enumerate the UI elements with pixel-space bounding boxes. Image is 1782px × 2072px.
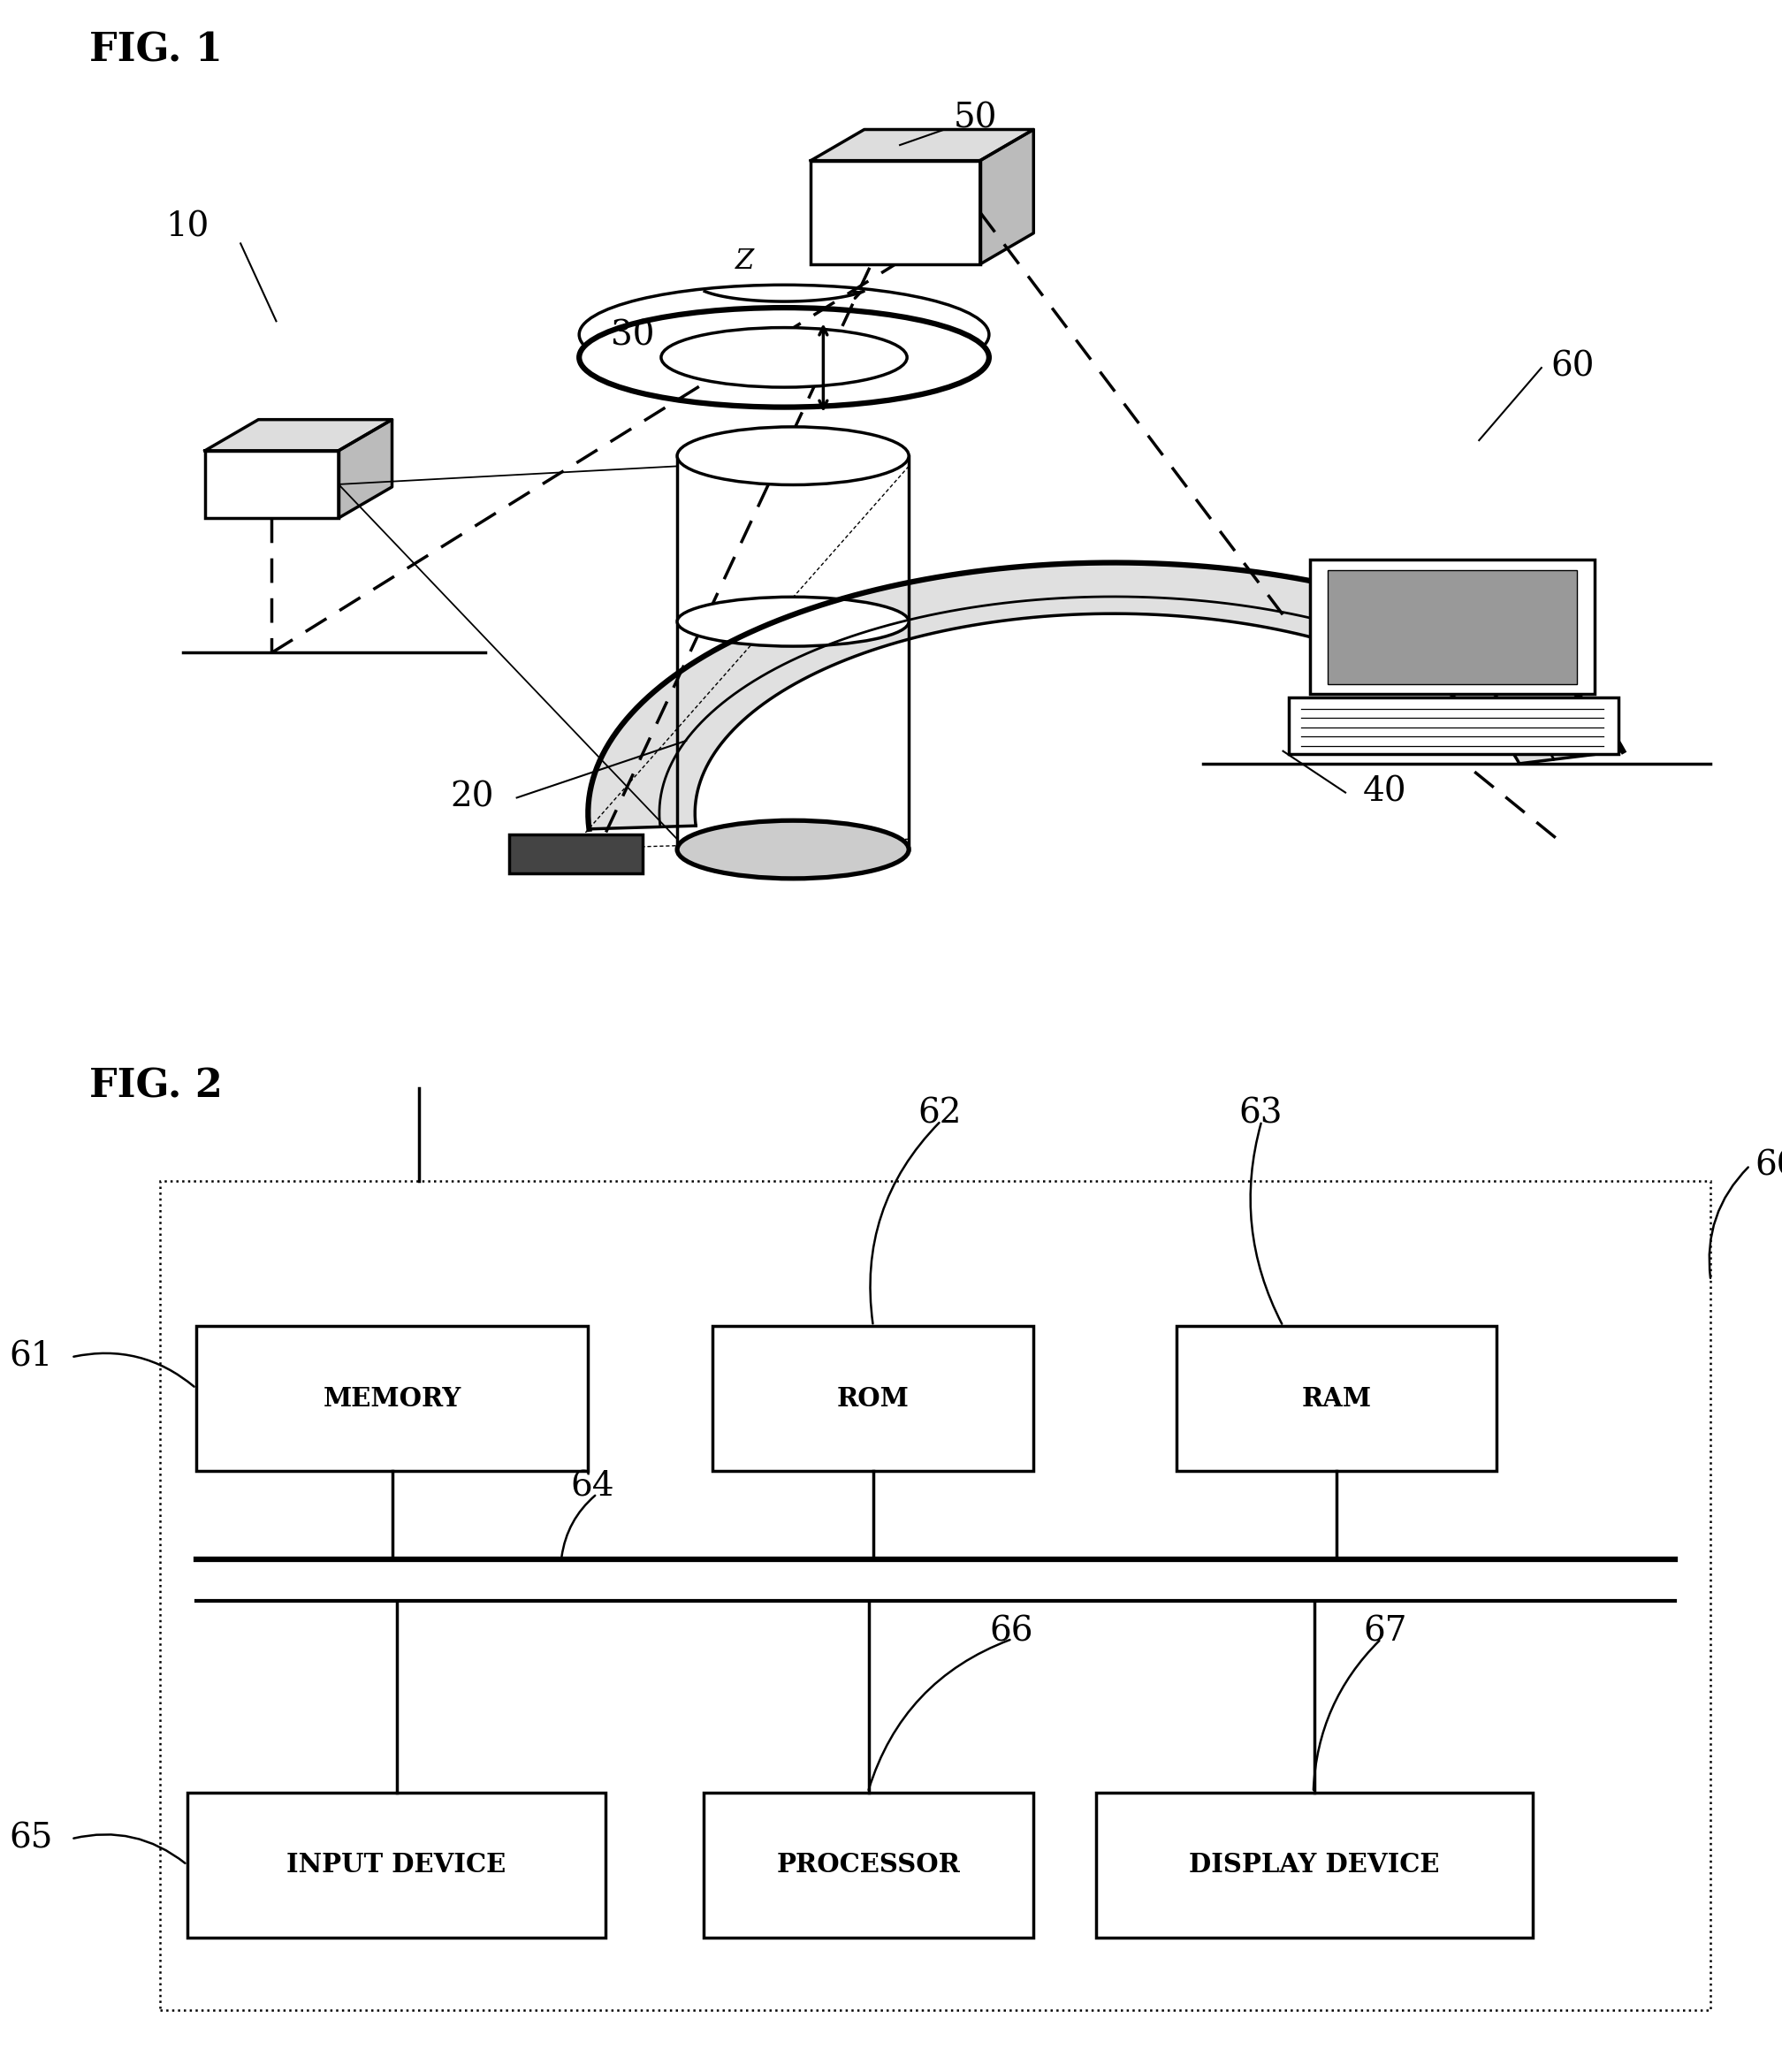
Text: Z: Z — [736, 247, 754, 274]
FancyBboxPatch shape — [704, 1792, 1034, 1937]
Text: INPUT DEVICE: INPUT DEVICE — [287, 1852, 506, 1877]
Ellipse shape — [579, 307, 989, 406]
Text: FIG. 1: FIG. 1 — [89, 31, 223, 68]
FancyBboxPatch shape — [811, 160, 980, 265]
Text: 60: 60 — [1550, 350, 1595, 383]
Text: 10: 10 — [166, 211, 208, 244]
FancyBboxPatch shape — [196, 1326, 588, 1471]
Text: 61: 61 — [9, 1341, 52, 1374]
FancyBboxPatch shape — [205, 452, 339, 518]
Polygon shape — [205, 419, 392, 452]
Text: 30: 30 — [611, 319, 654, 352]
Ellipse shape — [677, 597, 909, 646]
Text: DISPLAY DEVICE: DISPLAY DEVICE — [1189, 1852, 1440, 1877]
FancyBboxPatch shape — [187, 1792, 606, 1937]
Text: MEMORY: MEMORY — [323, 1386, 462, 1411]
FancyBboxPatch shape — [1288, 696, 1618, 754]
Ellipse shape — [661, 327, 907, 387]
Text: ROM: ROM — [838, 1386, 909, 1411]
Text: 40: 40 — [1363, 775, 1408, 808]
Text: 62: 62 — [918, 1098, 962, 1129]
Polygon shape — [339, 419, 392, 518]
Text: RAM: RAM — [1301, 1386, 1372, 1411]
Text: FIG. 2: FIG. 2 — [89, 1067, 223, 1104]
Text: 65: 65 — [9, 1823, 53, 1854]
FancyBboxPatch shape — [1310, 559, 1595, 694]
FancyBboxPatch shape — [713, 1326, 1034, 1471]
Text: 50: 50 — [953, 102, 998, 135]
Ellipse shape — [579, 284, 989, 385]
FancyBboxPatch shape — [1176, 1326, 1497, 1471]
Text: 63: 63 — [1238, 1098, 1283, 1129]
Polygon shape — [980, 128, 1034, 265]
Polygon shape — [588, 564, 1623, 829]
Text: PROCESSOR: PROCESSOR — [777, 1852, 960, 1877]
FancyBboxPatch shape — [510, 835, 643, 874]
Ellipse shape — [677, 821, 909, 879]
Polygon shape — [811, 128, 1034, 160]
Text: 66: 66 — [989, 1616, 1034, 1647]
Text: 60: 60 — [1755, 1150, 1782, 1181]
Text: 20: 20 — [451, 781, 494, 812]
Text: 64: 64 — [570, 1471, 615, 1502]
Text: 67: 67 — [1363, 1616, 1408, 1647]
FancyBboxPatch shape — [160, 1181, 1711, 2010]
Ellipse shape — [677, 427, 909, 485]
FancyBboxPatch shape — [1328, 570, 1577, 684]
FancyBboxPatch shape — [1096, 1792, 1533, 1937]
